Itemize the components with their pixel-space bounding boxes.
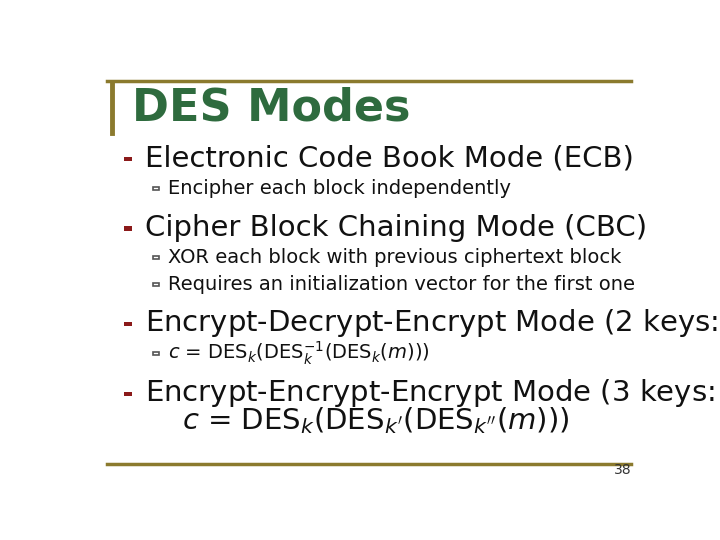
Bar	[125, 157, 132, 161]
Text: Encipher each block independently: Encipher each block independently	[168, 179, 511, 198]
Text: Requires an initialization vector for the first one: Requires an initialization vector for th…	[168, 275, 635, 294]
Bar	[125, 392, 132, 396]
Bar	[153, 187, 158, 190]
Bar	[125, 322, 132, 326]
Text: $c$ = DES$_k$(DES$_{k'}$(DES$_{k''}$($m$))): $c$ = DES$_k$(DES$_{k'}$(DES$_{k''}$($m$…	[145, 405, 570, 436]
Bar	[125, 226, 132, 231]
Text: Encrypt-Decrypt-Encrypt Mode (2 keys: $k$, $k'$): Encrypt-Decrypt-Encrypt Mode (2 keys: $k…	[145, 307, 720, 340]
Text: Electronic Code Book Mode (ECB): Electronic Code Book Mode (ECB)	[145, 144, 634, 172]
Text: DES Modes: DES Modes	[132, 87, 410, 130]
Text: 38: 38	[613, 463, 631, 477]
Text: $c$ = DES$_k$(DES$_k^{-1}$(DES$_k$($m$))): $c$ = DES$_k$(DES$_k^{-1}$(DES$_k$($m$))…	[168, 340, 430, 367]
Text: Encrypt-Encrypt-Encrypt Mode (3 keys: $k$, $k'$, $k''$): Encrypt-Encrypt-Encrypt Mode (3 keys: $k…	[145, 376, 720, 409]
Bar	[153, 282, 158, 286]
Text: Cipher Block Chaining Mode (CBC): Cipher Block Chaining Mode (CBC)	[145, 214, 647, 242]
Text: XOR each block with previous ciphertext block: XOR each block with previous ciphertext …	[168, 248, 621, 267]
Bar	[153, 352, 158, 355]
Bar	[153, 256, 158, 259]
